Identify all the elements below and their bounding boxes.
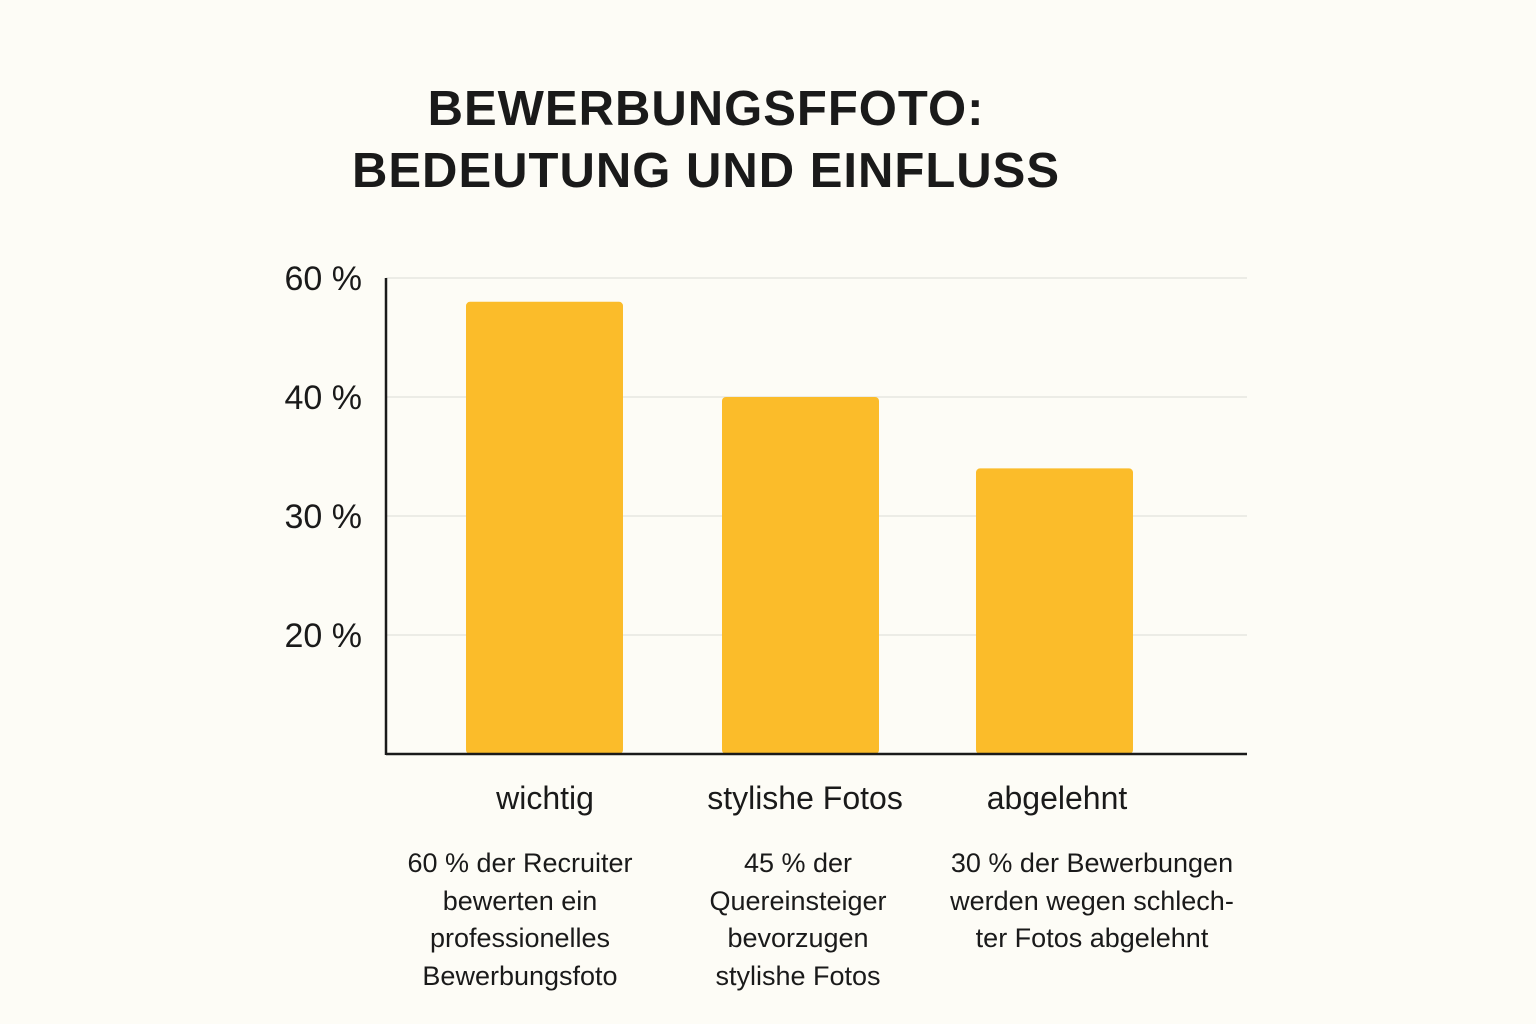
y-tick-label: 20 %	[285, 617, 363, 655]
chart-title-line-2: BEDEUTUNG UND EINFLUSS	[351, 144, 1061, 198]
annotation-line: bewerten ein	[442, 885, 598, 916]
x-tick-label: abgelehnt	[986, 780, 1128, 816]
y-tick-label: 30 %	[285, 498, 363, 536]
annotation-line: 60 % der Recruiter	[407, 848, 633, 878]
x-tick-label: stylishe Fotos	[707, 780, 903, 816]
annotation-line: werden wegen schlech-	[950, 885, 1234, 916]
bar	[466, 301, 623, 754]
bar-annotation: 30 % der Bewerbungen werden wegen schlech…	[912, 845, 1272, 958]
chart-title: BEWERBUNGSFFOTO: BEDEUTUNG UND EINFLUSS	[0, 78, 1412, 202]
y-tick-label: 40 %	[285, 379, 363, 417]
annotation-line: Quereinsteiger	[709, 885, 887, 916]
annotation-line: stylishe Fotos	[715, 960, 881, 991]
bar-annotation: 60 % der Recruiter bewerten ein profession…	[340, 845, 700, 995]
chart-title-line-1: BEWERBUNGSFFOTO:	[427, 82, 985, 136]
bar	[722, 397, 879, 754]
y-tick-label: 60 %	[285, 260, 363, 298]
annotation-line: professionelles	[429, 923, 611, 953]
annotation-line: Bewerbungsfoto	[422, 960, 618, 991]
x-tick-label: wichtig	[496, 780, 594, 816]
annotation-line: ter Fotos abgelehnt	[975, 923, 1209, 953]
bar-annotation: 45 % der Quereinsteiger bevorzugen stylishe…	[618, 845, 978, 995]
annotation-line: 45 % der	[743, 848, 853, 878]
annotation-line: 30 % der Bewerbungen	[950, 848, 1234, 878]
bar	[976, 468, 1133, 754]
annotation-line: bevorzugen	[727, 923, 869, 953]
